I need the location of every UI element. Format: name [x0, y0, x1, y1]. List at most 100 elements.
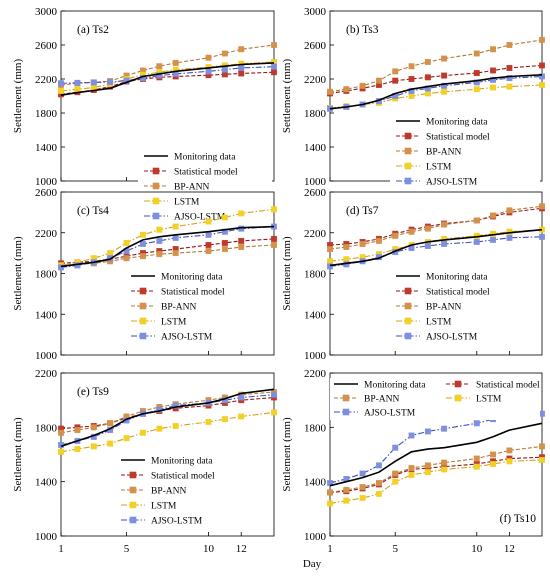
data-point-bp [172, 250, 179, 257]
data-point-lstm [506, 228, 513, 235]
data-point-ajso [506, 75, 513, 82]
y-tick-label: 1000 [35, 176, 58, 188]
legend-marker-bp [139, 302, 147, 310]
y-tick-label: 2600 [35, 187, 58, 199]
panel-4: 1000 1400 1800 2200 2600 Settlement (mm) (d) T… [281, 187, 545, 362]
data-point-lstm [123, 435, 130, 442]
data-point-ajso [74, 79, 81, 86]
data-point-lstm [359, 495, 366, 501]
data-point-bp [490, 212, 497, 219]
data-point-bp [424, 462, 431, 469]
data-point-bp [90, 424, 97, 431]
data-point-ajso [327, 263, 333, 270]
y-axis-label: Settlement (mm) [281, 417, 293, 492]
y-tick-label: 1400 [304, 477, 327, 489]
data-point-bp [343, 244, 350, 250]
data-point-bp [506, 447, 513, 454]
legend-marker-bp [404, 302, 412, 310]
data-point-ajso [271, 63, 277, 70]
y-tick-label: 1000 [35, 350, 58, 362]
y-tick-label: 2600 [35, 40, 58, 52]
data-point-bp [539, 443, 545, 450]
data-point-bp [74, 427, 81, 433]
series-line-mon [60, 62, 275, 96]
data-point-lstm [58, 87, 64, 94]
data-point-lstm [271, 206, 277, 213]
data-point-lstm [156, 226, 163, 233]
x-tick-label: 10 [471, 543, 483, 555]
legend-label-stat: Statistical model [476, 381, 540, 391]
legend-label-mon: Monitoring data [151, 457, 213, 467]
data-point-lstm [139, 231, 146, 238]
data-point-ajso [490, 236, 497, 243]
y-tick-label: 1000 [35, 531, 58, 543]
legend-label-bp: BP-ANN [174, 183, 210, 193]
legend-label-ajso: AJSO-LSTM [426, 333, 478, 343]
data-point-lstm [238, 413, 245, 420]
legend-marker-stat [152, 167, 160, 175]
legend: Monitoring data Statistical model BP-ANN LS… [390, 111, 540, 189]
legend-marker-bp [342, 394, 350, 402]
series-line-mon [60, 225, 275, 268]
data-point-bp [408, 63, 415, 70]
data-point-lstm [271, 409, 277, 416]
legend-marker-stat [454, 380, 462, 388]
data-point-lstm [139, 429, 146, 436]
data-point-bp [221, 50, 228, 57]
x-tick-label: 5 [124, 543, 130, 555]
panel-title: (d) Ts7 [346, 205, 379, 217]
data-point-lstm [205, 218, 212, 225]
data-point-lstm [107, 250, 114, 257]
data-point-ajso [172, 402, 179, 409]
data-point-bp [327, 246, 333, 252]
panel-5: 1000 1400 1800 2200 1 5 10 12 Settlement (mm) (e)… [12, 368, 277, 555]
data-point-bp [441, 55, 448, 62]
data-point-lstm [392, 478, 399, 485]
data-point-bp [490, 46, 497, 53]
data-point-lstm [172, 223, 179, 230]
data-point-bp [490, 451, 497, 458]
data-point-ajso [473, 238, 480, 245]
data-point-lstm [539, 82, 545, 88]
data-point-lstm [408, 93, 415, 99]
data-point-ajso [539, 73, 545, 80]
data-point-lstm [506, 458, 513, 465]
data-point-stat [205, 242, 212, 248]
data-point-lstm [156, 425, 163, 432]
data-point-bp [392, 232, 399, 239]
data-point-bp [539, 36, 545, 43]
panel-title: (e) Ts9 [77, 386, 109, 398]
legend-label-lstm: LSTM [161, 318, 187, 328]
data-point-ajso [359, 470, 366, 477]
data-point-bp [271, 242, 277, 248]
data-point-stat [473, 70, 480, 76]
data-point-bp [238, 46, 245, 53]
data-point-lstm [408, 471, 415, 478]
legend-marker-stat [129, 471, 137, 479]
y-axis-label: Settlement (mm) [281, 59, 293, 134]
y-tick-label: 1800 [304, 108, 327, 120]
legend-label-lstm: LSTM [476, 395, 502, 405]
y-tick-label: 1000 [304, 531, 327, 543]
data-point-ajso [156, 237, 163, 244]
legend-marker-bp [152, 182, 160, 190]
data-point-bp [327, 489, 333, 496]
data-point-bp [359, 241, 366, 247]
data-point-lstm [221, 214, 228, 221]
data-point-stat [238, 70, 245, 77]
data-point-bp [139, 253, 146, 260]
y-tick-label: 1800 [35, 269, 58, 281]
data-point-ajso [539, 233, 545, 240]
legend-marker-bp [129, 486, 137, 494]
data-point-ajso [441, 82, 448, 89]
legend: Monitoring data Statistical model BP-ANN LS… [138, 146, 272, 226]
legend-background [330, 378, 540, 420]
y-tick-label: 2200 [304, 228, 327, 240]
data-point-lstm [238, 210, 245, 217]
data-point-ajso [205, 231, 212, 238]
panel-6: 1000 1400 1800 2200 1 5 10 12 Settlement (mm) (f)… [281, 368, 545, 555]
data-point-ajso [58, 80, 64, 87]
data-point-ajso [473, 420, 480, 427]
data-point-ajso [539, 410, 545, 417]
